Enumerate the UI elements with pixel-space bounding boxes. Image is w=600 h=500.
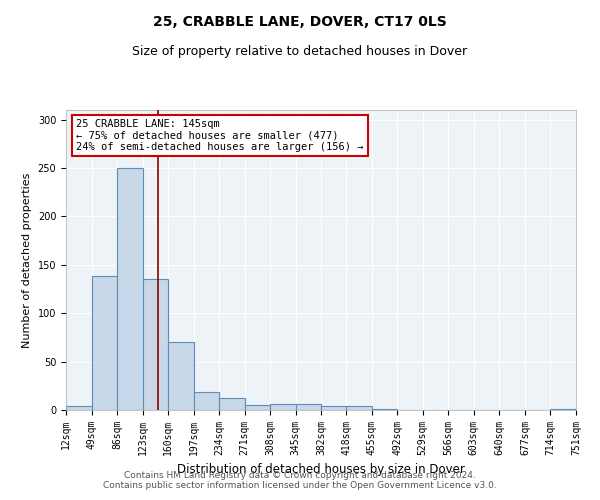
Bar <box>270 404 296 410</box>
Bar <box>66 406 92 410</box>
Bar <box>168 342 194 410</box>
Bar <box>117 168 143 410</box>
Bar <box>550 409 576 410</box>
Bar <box>346 406 372 410</box>
Bar <box>194 392 219 410</box>
X-axis label: Distribution of detached houses by size in Dover: Distribution of detached houses by size … <box>177 464 465 476</box>
Bar <box>92 276 117 410</box>
Bar <box>372 409 397 410</box>
Y-axis label: Number of detached properties: Number of detached properties <box>22 172 32 348</box>
Bar <box>245 405 270 410</box>
Bar <box>143 280 168 410</box>
Text: 25, CRABBLE LANE, DOVER, CT17 0LS: 25, CRABBLE LANE, DOVER, CT17 0LS <box>153 15 447 29</box>
Bar <box>219 398 245 410</box>
Bar <box>322 406 347 410</box>
Text: Contains HM Land Registry data © Crown copyright and database right 2024.
Contai: Contains HM Land Registry data © Crown c… <box>103 470 497 490</box>
Text: 25 CRABBLE LANE: 145sqm
← 75% of detached houses are smaller (477)
24% of semi-d: 25 CRABBLE LANE: 145sqm ← 75% of detache… <box>76 119 364 152</box>
Text: Size of property relative to detached houses in Dover: Size of property relative to detached ho… <box>133 45 467 58</box>
Bar <box>296 404 322 410</box>
